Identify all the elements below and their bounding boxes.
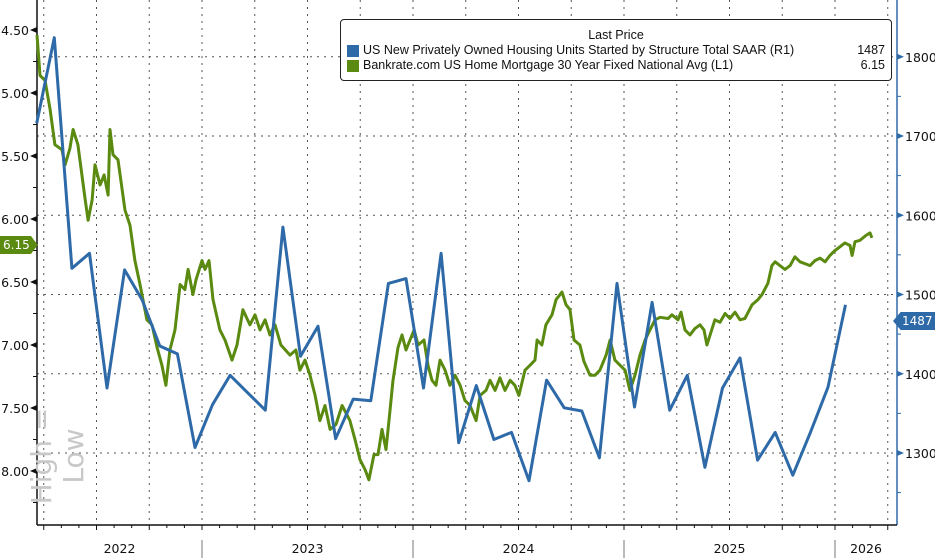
- left-axis-tick-label: 5.50: [1, 149, 29, 164]
- right-axis-tick-label: 1300: [905, 446, 935, 461]
- right-axis-tick: [897, 291, 904, 298]
- watermark: High = Low: [25, 407, 90, 505]
- legend-entry-mortgage-rate: Bankrate.com US Home Mortgage 30 Year Fi…: [341, 58, 891, 73]
- left-axis-tick-label: 4.50: [1, 23, 29, 38]
- left-axis-tick-label: 7.50: [1, 401, 29, 416]
- right-axis-tick-label: 1400: [905, 367, 935, 382]
- left-axis-tick: [30, 342, 37, 348]
- right-axis-tick-label: 1700: [905, 129, 935, 144]
- left-axis-tick: [30, 405, 37, 411]
- right-axis-tick: [897, 53, 904, 60]
- x-axis-year-label: 2023: [291, 541, 324, 556]
- left-axis-tick: [30, 90, 37, 96]
- legend-swatch-blue: [347, 44, 359, 57]
- right-axis-tick: [897, 450, 904, 456]
- legend-name: US New Privately Owned Housing Units Sta…: [363, 43, 795, 57]
- last-value-tag-housing: 1487: [893, 312, 935, 330]
- legend-swatch-green: [347, 59, 359, 72]
- legend-title: Last Price: [588, 28, 644, 42]
- right-axis-tick-label: 1600: [905, 208, 935, 223]
- legend-last-value: 1487: [857, 43, 885, 57]
- right-axis-tick-label: 1500: [905, 288, 935, 303]
- right-axis-tick-label: 1800: [905, 50, 935, 65]
- legend-entry-housing-starts: US New Privately Owned Housing Units Sta…: [341, 43, 891, 58]
- left-axis-tick-label: 5.00: [1, 86, 29, 101]
- left-axis-tick: [30, 279, 37, 285]
- x-axis-year-label: 2022: [103, 541, 136, 556]
- left-axis-tick: [30, 216, 37, 222]
- series-line-housing-starts: [35, 36, 847, 483]
- legend-last-value: 6.15: [860, 58, 885, 72]
- left-axis-tick-label: 7.00: [1, 338, 29, 353]
- left-axis-tick-label: 8.00: [1, 464, 29, 479]
- x-axis-year-label: 2026: [850, 541, 882, 556]
- left-axis-tick: [30, 27, 37, 33]
- x-axis-year-label: 2024: [502, 541, 535, 556]
- left-axis-tick-label: 6.50: [1, 275, 29, 290]
- right-axis-tick: [897, 212, 904, 219]
- x-axis-year-label: 2025: [713, 541, 746, 556]
- left-axis-tick: [30, 153, 37, 159]
- last-value-tag-mortgage: 6.15: [0, 236, 38, 254]
- left-axis-tick-label: 6.00: [1, 212, 29, 227]
- series-lines: [35, 34, 874, 483]
- legend: Last Price US New Privately Owned Housin…: [340, 19, 892, 81]
- left-axis-tick: [30, 468, 37, 474]
- right-axis-tick: [897, 133, 904, 139]
- legend-name: Bankrate.com US Home Mortgage 30 Year Fi…: [363, 58, 734, 72]
- right-axis-tick: [897, 370, 904, 377]
